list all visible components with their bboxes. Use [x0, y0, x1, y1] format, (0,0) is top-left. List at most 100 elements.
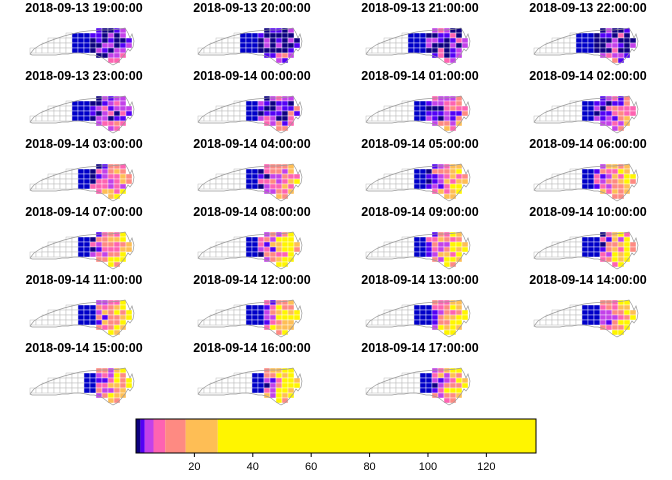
county	[383, 178, 391, 185]
county	[407, 110, 415, 117]
county	[95, 100, 103, 107]
county	[581, 37, 589, 44]
county	[65, 251, 73, 258]
county	[557, 319, 565, 326]
county	[83, 304, 91, 311]
county	[575, 173, 583, 180]
county	[449, 37, 457, 44]
county	[257, 236, 265, 243]
county	[557, 246, 565, 253]
county	[239, 387, 247, 394]
county	[455, 246, 463, 253]
county	[113, 387, 121, 394]
county	[245, 372, 253, 379]
county	[107, 52, 115, 59]
county	[119, 178, 127, 185]
county	[287, 47, 295, 54]
county	[593, 319, 601, 326]
county	[617, 110, 625, 117]
county	[413, 387, 421, 394]
county	[59, 183, 67, 190]
county	[623, 183, 631, 190]
county	[251, 183, 259, 190]
county	[407, 246, 415, 253]
county	[53, 110, 61, 117]
county	[569, 183, 577, 190]
county	[263, 377, 271, 384]
county	[107, 256, 115, 263]
county	[95, 42, 103, 49]
county	[257, 241, 265, 248]
county	[383, 47, 391, 54]
county	[425, 168, 433, 175]
county	[101, 372, 109, 379]
county	[113, 319, 121, 326]
county	[437, 37, 445, 44]
county	[77, 110, 85, 117]
county	[125, 377, 133, 384]
county	[275, 236, 283, 243]
county	[581, 115, 589, 122]
county	[113, 110, 121, 117]
county	[401, 37, 409, 44]
county	[257, 110, 265, 117]
county	[443, 110, 451, 117]
county	[251, 387, 259, 394]
county	[287, 183, 295, 190]
county	[563, 241, 571, 248]
county	[65, 387, 73, 394]
county	[257, 47, 265, 54]
county	[623, 314, 631, 321]
county	[269, 231, 277, 238]
county	[611, 163, 619, 170]
county	[443, 314, 451, 321]
county	[569, 110, 577, 117]
county	[569, 105, 577, 112]
county	[113, 256, 121, 263]
county	[65, 37, 73, 44]
map-panel: 2018-09-14 07:00:00	[0, 204, 168, 270]
county-map	[29, 231, 135, 270]
county	[449, 188, 457, 195]
county	[113, 178, 121, 185]
county	[443, 367, 451, 374]
county	[425, 304, 433, 311]
county-map	[533, 163, 639, 202]
county	[113, 42, 121, 49]
county	[419, 32, 427, 39]
county	[419, 100, 427, 107]
county	[431, 47, 439, 54]
county	[629, 173, 637, 180]
county	[101, 231, 109, 238]
county	[221, 110, 229, 117]
county	[71, 115, 79, 122]
county	[431, 319, 439, 326]
county	[227, 115, 235, 122]
county	[611, 304, 619, 311]
county	[551, 246, 559, 253]
county	[275, 319, 283, 326]
county	[563, 246, 571, 253]
county	[425, 314, 433, 321]
county	[245, 168, 253, 175]
state-outline	[197, 95, 303, 134]
state-outline	[29, 95, 135, 134]
panel-timestamp: 2018-09-14 08:00:00	[193, 205, 311, 219]
county	[623, 105, 631, 112]
county	[221, 387, 229, 394]
county	[113, 168, 121, 175]
county	[425, 100, 433, 107]
county	[107, 188, 115, 195]
county	[77, 251, 85, 258]
county	[233, 377, 241, 384]
county	[425, 173, 433, 180]
county	[269, 95, 277, 102]
county	[221, 42, 229, 49]
county	[89, 314, 97, 321]
county	[407, 42, 415, 49]
county	[617, 251, 625, 258]
county	[593, 37, 601, 44]
county	[437, 241, 445, 248]
county	[581, 32, 589, 39]
county	[83, 309, 91, 316]
